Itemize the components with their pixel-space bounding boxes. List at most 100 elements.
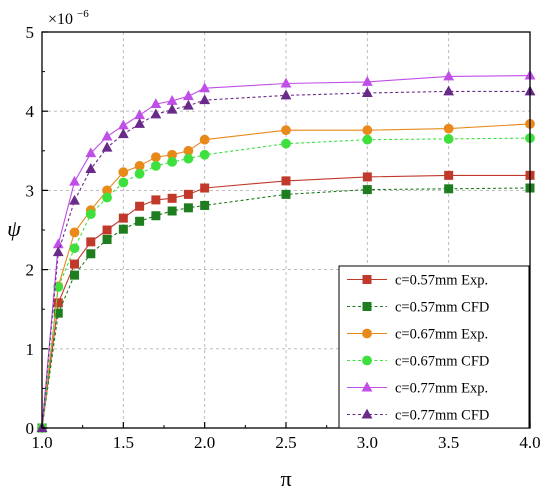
data-point — [150, 98, 162, 109]
y-axis-multiplier-base: ×10 — [48, 11, 73, 28]
series-2 — [37, 183, 535, 433]
data-point — [118, 224, 128, 234]
data-point — [167, 193, 177, 203]
data-point — [102, 235, 112, 245]
y-axis-multiplier: ×10 −6 — [48, 8, 89, 28]
data-point — [444, 184, 454, 194]
data-point — [443, 70, 455, 81]
legend-marker — [362, 302, 372, 311]
data-point — [362, 134, 373, 145]
data-point — [281, 176, 291, 186]
x-tick-label: 1.0 — [31, 433, 52, 452]
data-point — [200, 200, 210, 210]
legend-marker — [361, 408, 373, 419]
legend-item-1: c=0.57mm Exp. — [347, 273, 488, 289]
data-point — [362, 185, 372, 195]
data-point — [167, 156, 178, 167]
data-point — [70, 270, 80, 280]
data-point — [135, 216, 145, 226]
data-point — [150, 160, 161, 171]
legend-item-5: c=0.77mm Exp. — [347, 381, 488, 397]
data-point — [167, 206, 177, 216]
data-point — [443, 134, 454, 144]
data-point — [134, 109, 145, 120]
x-axis-label: π — [280, 466, 291, 491]
data-point — [362, 125, 373, 136]
y-tick-label: 1 — [26, 340, 35, 359]
data-point — [362, 172, 372, 182]
data-point — [118, 167, 129, 178]
data-point — [199, 134, 210, 145]
data-point — [199, 82, 211, 93]
y-tick-label: 2 — [26, 261, 35, 280]
data-point — [69, 175, 80, 186]
data-point — [86, 249, 96, 259]
data-point — [102, 225, 112, 235]
data-point — [102, 185, 112, 196]
data-point — [117, 128, 129, 139]
data-point — [199, 149, 210, 160]
data-point — [117, 119, 129, 130]
legend-item-4: c=0.67mm CFD — [347, 354, 489, 370]
data-point — [118, 213, 128, 223]
legend-label: c=0.57mm CFD — [395, 300, 489, 316]
data-point — [183, 99, 194, 110]
legend-label: c=0.77mm Exp. — [395, 381, 488, 397]
y-tick-label: 3 — [26, 181, 35, 200]
data-point — [69, 227, 80, 238]
data-point — [150, 152, 161, 163]
y-tick-label: 0 — [26, 419, 35, 438]
data-point — [70, 259, 80, 269]
legend: c=0.57mm Exp. c=0.57mm CFD c=0.67mm Exp. c=… — [338, 265, 530, 429]
data-point — [134, 118, 145, 128]
data-point — [101, 130, 113, 141]
legend-marker — [362, 275, 372, 284]
y-tick-label: 4 — [26, 102, 35, 121]
data-point — [183, 153, 194, 164]
legend-marker — [362, 355, 372, 366]
data-point — [150, 108, 162, 119]
y-axis-label: ψ — [7, 216, 21, 241]
data-point — [199, 94, 211, 105]
data-point — [118, 177, 129, 188]
data-point — [443, 85, 455, 96]
legend-item-3: c=0.67mm Exp. — [347, 327, 488, 343]
data-point — [134, 160, 145, 171]
data-point — [53, 308, 63, 318]
tick-labels: 1.0 1.5 2.0 2.5 3.0 3.5 4.0 0 1 2 3 4 5 — [26, 23, 541, 452]
legend-box — [338, 265, 530, 429]
plot-series — [36, 69, 536, 433]
data-point — [183, 145, 194, 156]
data-point — [53, 298, 63, 308]
legend-label: c=0.57mm Exp. — [395, 273, 488, 289]
data-point — [166, 95, 178, 105]
data-point — [86, 237, 96, 247]
legend-marker — [361, 381, 373, 392]
legend-label: c=0.67mm CFD — [395, 354, 489, 370]
data-point — [166, 103, 178, 114]
legend-item-6: c=0.77mm CFD — [347, 408, 489, 424]
x-tick-label: 3.5 — [438, 433, 459, 452]
legend-marker — [362, 328, 372, 339]
data-point — [444, 170, 454, 180]
data-point — [280, 77, 292, 88]
data-point — [183, 90, 194, 101]
data-point — [69, 194, 80, 205]
legend-label: c=0.67mm Exp. — [395, 327, 488, 343]
data-point — [281, 125, 291, 136]
data-point — [183, 189, 193, 199]
data-point — [52, 246, 64, 257]
data-point — [69, 243, 80, 254]
data-point — [101, 141, 113, 152]
data-point — [85, 163, 97, 173]
data-point — [281, 138, 291, 149]
legend-item-2: c=0.57mm CFD — [347, 300, 489, 316]
data-point — [85, 209, 96, 220]
y-tick-label: 5 — [26, 23, 35, 42]
data-point — [102, 192, 112, 203]
data-point — [134, 168, 145, 179]
x-tick-label: 3.0 — [357, 433, 378, 452]
data-point — [151, 195, 161, 205]
data-point — [151, 211, 161, 221]
